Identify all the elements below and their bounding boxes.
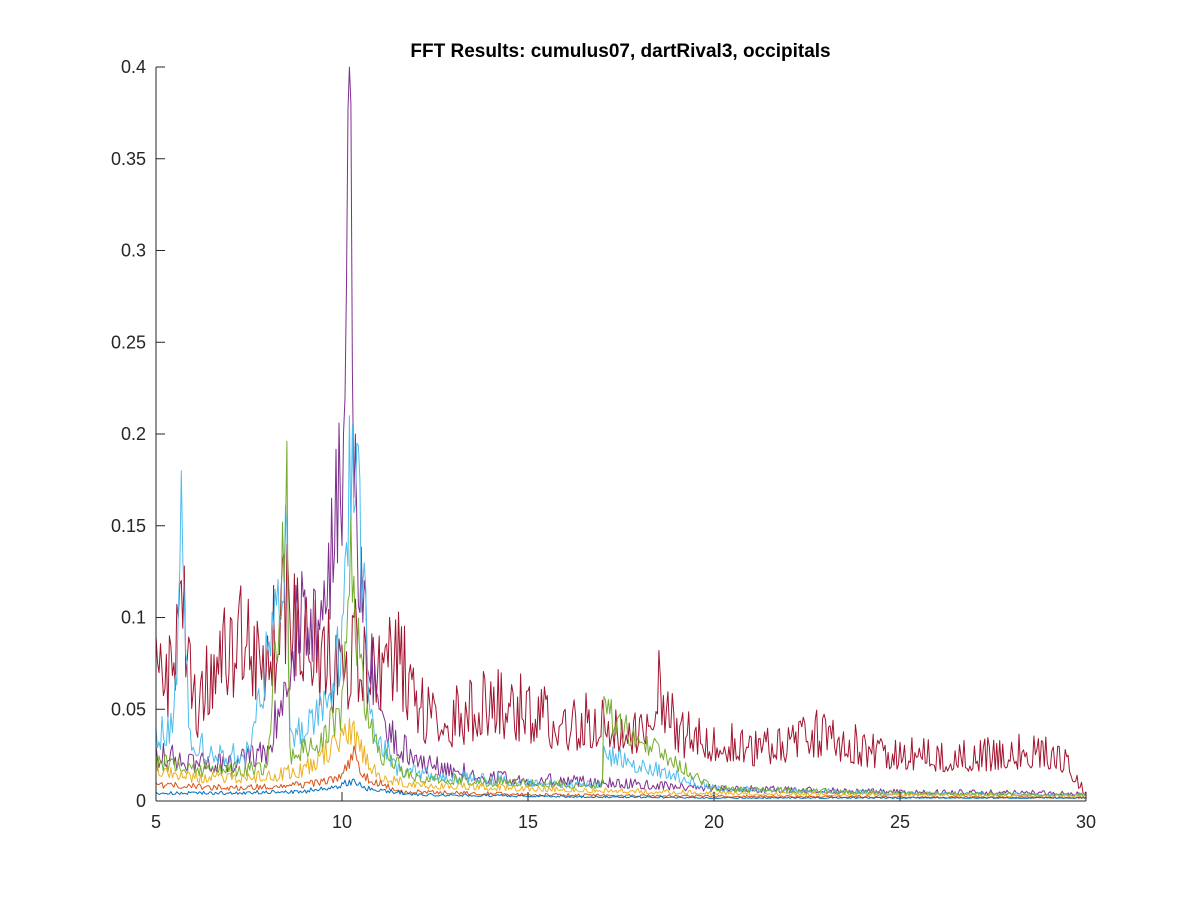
x-tick-label: 20 <box>704 812 724 832</box>
y-tick-label: 0.1 <box>121 608 146 628</box>
y-tick-label: 0.3 <box>121 241 146 261</box>
y-tick-label: 0.05 <box>111 699 146 719</box>
x-tick-label: 10 <box>332 812 352 832</box>
y-tick-label: 0.4 <box>121 57 146 77</box>
y-tick-label: 0.15 <box>111 516 146 536</box>
series-line-6 <box>155 745 1087 799</box>
y-tick-label: 0 <box>136 791 146 811</box>
y-tick-label: 0.2 <box>121 424 146 444</box>
series-line-7 <box>155 778 1087 799</box>
x-tick-label: 5 <box>151 812 161 832</box>
x-tick-label: 25 <box>890 812 910 832</box>
y-tick-label: 0.35 <box>111 149 146 169</box>
series-line-4 <box>155 440 1087 797</box>
chart-title: FFT Results: cumulus07, dartRival3, occi… <box>410 41 830 62</box>
axes: 5 10 15 20 25 30 0 0.05 0.1 0.15 0.2 0.25 0.3 0.35 0.4 <box>111 57 1096 832</box>
series-line-5 <box>155 717 1087 798</box>
x-tick-label: 30 <box>1076 812 1096 832</box>
y-tick-label: 0.25 <box>111 332 146 352</box>
series-layer <box>155 66 1087 799</box>
x-tick-label: 15 <box>518 812 538 832</box>
